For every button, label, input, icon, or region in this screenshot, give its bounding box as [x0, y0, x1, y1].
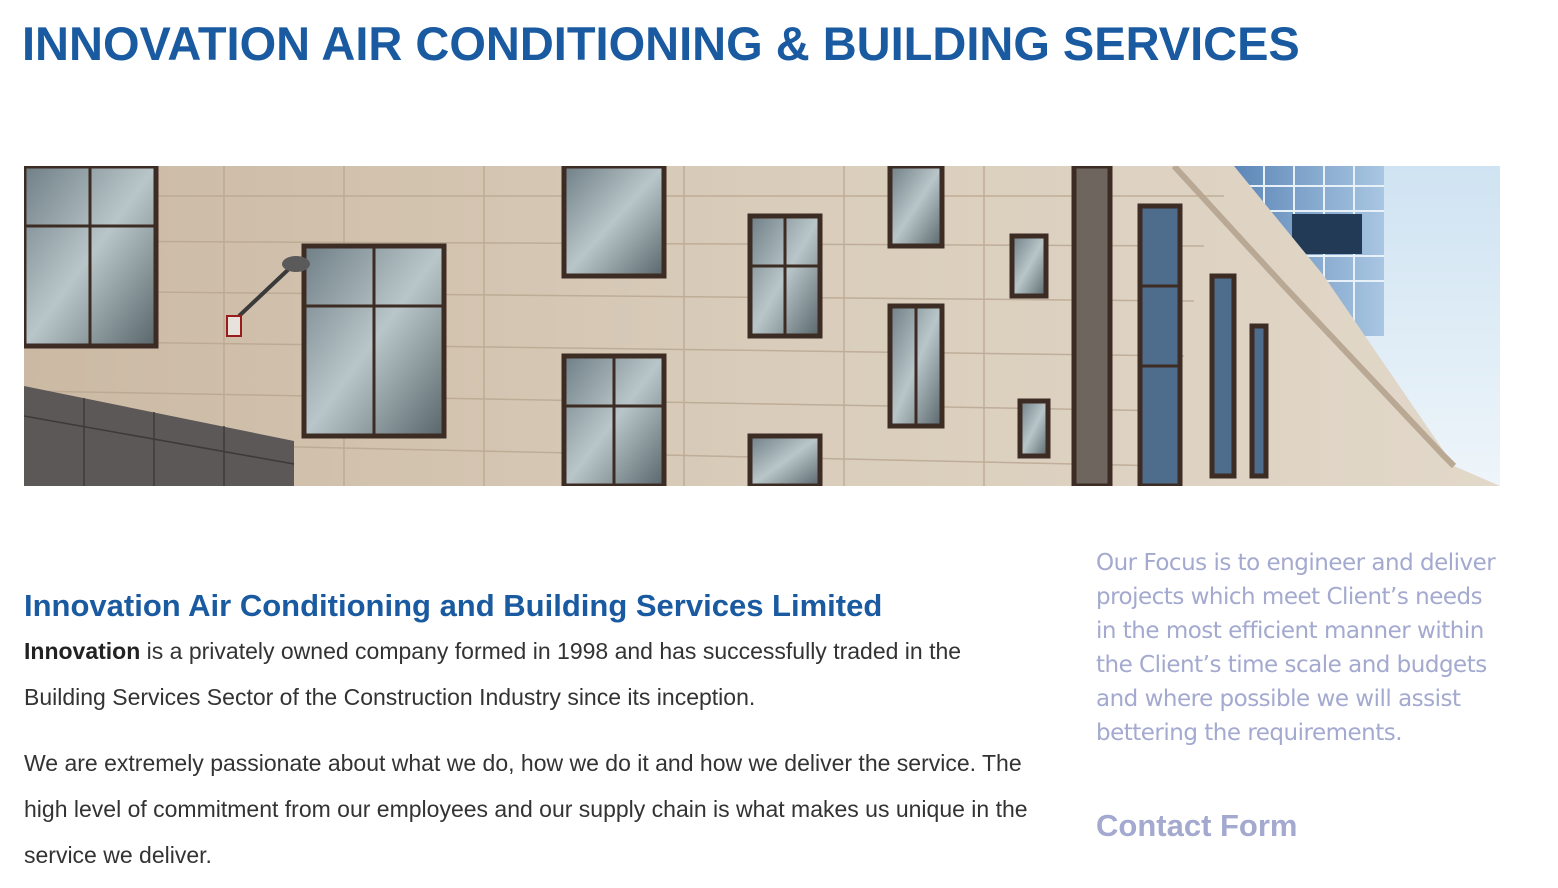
main-content: Innovation Air Conditioning and Building…: [24, 584, 1034, 878]
intro-paragraph: Innovation is a privately owned company …: [24, 628, 1034, 720]
passion-paragraph: We are extremely passionate about what w…: [24, 750, 1028, 868]
intro-bold-company-name: Innovation: [24, 638, 141, 664]
company-heading: Innovation Air Conditioning and Building…: [24, 588, 883, 623]
contact-form-heading: Contact Form: [1096, 808, 1298, 843]
hero-banner-image: [24, 166, 1500, 486]
site-title[interactable]: INNOVATION AIR CONDITIONING & BUILDING S…: [22, 17, 1300, 70]
building-facade-photo: [24, 166, 1500, 486]
intro-text: is a privately owned company formed in 1…: [24, 638, 962, 710]
sidebar: Our Focus is to engineer and deliver pro…: [1096, 546, 1506, 846]
focus-statement: Our Focus is to engineer and deliver pro…: [1096, 550, 1496, 746]
